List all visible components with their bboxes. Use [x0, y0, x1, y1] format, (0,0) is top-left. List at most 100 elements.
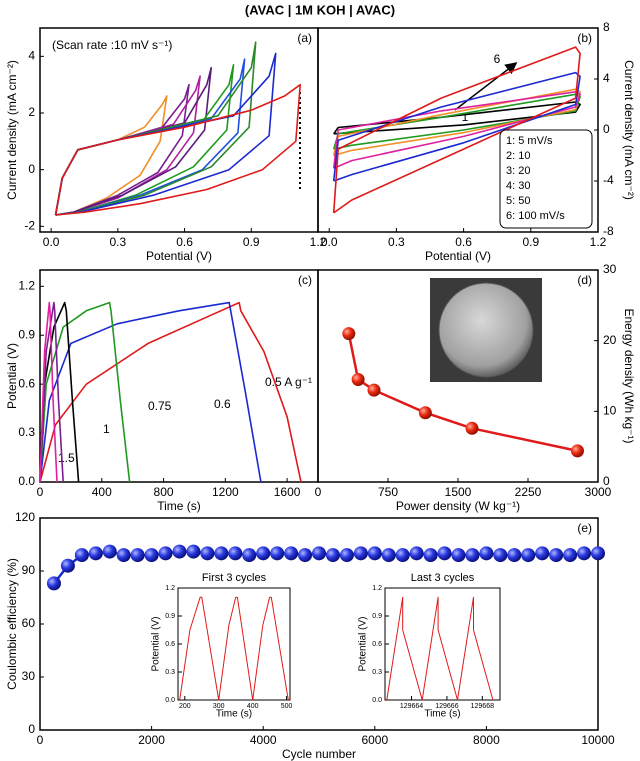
series-line	[54, 75, 201, 216]
annotation: 0.5 A g⁻¹	[265, 375, 312, 389]
y-tick-label: 0.3	[165, 669, 175, 676]
data-point	[342, 327, 356, 341]
y-tick-label: 0.0	[165, 697, 175, 704]
y-axis-label: Potential (V)	[358, 616, 369, 671]
data-point	[479, 546, 494, 561]
x-tick-label: 129664	[400, 703, 423, 710]
y-tick-label: 30	[22, 669, 36, 683]
data-point	[437, 546, 452, 561]
x-axis-label: Power density (W kg⁻¹)	[396, 499, 520, 513]
data-point	[367, 383, 381, 397]
legend-box	[499, 129, 593, 229]
x-axis-label: Potential (V)	[146, 249, 212, 263]
legend-entry: 4: 30	[506, 180, 530, 192]
y-axis-label: Potential (V)	[151, 616, 162, 671]
data-point	[591, 546, 605, 561]
data-point	[465, 421, 479, 435]
y-tick-label: 90	[22, 563, 36, 577]
plot-frame	[39, 27, 319, 233]
y-axis-label: Energy density (Wh kg⁻¹)	[622, 308, 636, 443]
x-tick-label: 2250	[515, 485, 542, 499]
x-tick-label: 6000	[361, 733, 388, 747]
x-tick-label: 4000	[250, 733, 277, 747]
x-tick-label: 0.9	[243, 235, 260, 249]
series-line	[54, 83, 301, 216]
x-tick-label: 400	[247, 703, 259, 710]
data-point	[339, 548, 354, 563]
data-point	[228, 546, 243, 561]
x-tick-label: 129668	[471, 703, 494, 710]
annotation: 1	[103, 422, 110, 436]
panel-label: (d)	[577, 273, 592, 287]
data-point	[242, 548, 257, 563]
annotation: (Scan rate :10 mV s⁻¹)	[52, 38, 172, 52]
x-tick-label: 0.9	[522, 235, 539, 249]
x-tick-label: 0.0	[43, 235, 60, 249]
data-point	[409, 546, 424, 561]
panel-label: (c)	[298, 273, 312, 287]
data-point	[521, 548, 536, 563]
x-tick-label: 0.6	[176, 235, 193, 249]
y-tick-label: 10	[603, 404, 617, 418]
legend-entry: 6: 100 mV/s	[506, 210, 565, 222]
y-tick-label: 0	[603, 474, 610, 488]
y-axis-label: Coulombic efficiency (%)	[5, 558, 19, 690]
y-tick-label: 4	[603, 71, 610, 85]
y-tick-label: 0.3	[372, 669, 382, 676]
data-point	[60, 558, 75, 573]
y-tick-label: 0.0	[18, 474, 35, 488]
y-tick-label: 1.2	[18, 278, 35, 292]
y-tick-label: 0.0	[372, 697, 382, 704]
data-point	[270, 546, 285, 561]
annotation: 1	[462, 110, 469, 124]
annotation: 6	[494, 52, 501, 66]
x-tick-label: 300	[213, 703, 225, 710]
x-axis-label: Time (s)	[424, 709, 460, 720]
series-line	[39, 301, 131, 483]
data-point	[186, 544, 201, 559]
data-point	[74, 548, 89, 563]
data-point	[144, 548, 159, 563]
data-point	[88, 546, 103, 561]
x-axis-label: Time (s)	[216, 709, 252, 720]
x-tick-label: 129666	[435, 703, 458, 710]
x-tick-label: 1.2	[590, 235, 607, 249]
y-tick-label: 0.6	[165, 641, 175, 648]
y-tick-label: 2	[28, 105, 35, 119]
data-point	[563, 548, 578, 563]
x-tick-label: 3000	[585, 485, 612, 499]
y-tick-label: 0	[603, 122, 610, 136]
series-line	[54, 64, 235, 216]
x-tick-label: 0.6	[455, 235, 472, 249]
data-point	[130, 548, 145, 563]
series-line	[386, 596, 494, 701]
y-tick-label: -2	[24, 219, 35, 233]
y-tick-label: 0.9	[18, 327, 35, 341]
x-tick-label: 500	[281, 703, 293, 710]
data-point	[507, 548, 522, 563]
legend-entry: 2: 10	[506, 150, 530, 162]
data-point	[418, 406, 432, 420]
x-tick-label: 1200	[212, 485, 239, 499]
y-tick-label: 8	[603, 20, 610, 34]
series-line	[39, 301, 302, 483]
data-point	[214, 546, 229, 561]
y-tick-label: 0.6	[372, 641, 382, 648]
inset-title: Last 3 cycles	[411, 572, 475, 584]
series-line	[332, 46, 581, 214]
data-point	[102, 544, 117, 559]
series-line	[332, 71, 581, 182]
y-tick-label: 120	[15, 510, 35, 524]
data-point	[570, 444, 584, 458]
series-line	[54, 58, 246, 216]
data-point	[535, 546, 550, 561]
legend-entry: 1: 5 mV/s	[506, 135, 553, 147]
data-point	[325, 548, 340, 563]
data-point	[367, 546, 382, 561]
x-axis-label: Time (s)	[157, 499, 201, 513]
data-point	[172, 544, 187, 559]
x-tick-label: 0.3	[109, 235, 126, 249]
x-tick-label: 1.2	[310, 235, 327, 249]
panel-label: (b)	[577, 31, 592, 45]
data-point	[116, 548, 131, 563]
